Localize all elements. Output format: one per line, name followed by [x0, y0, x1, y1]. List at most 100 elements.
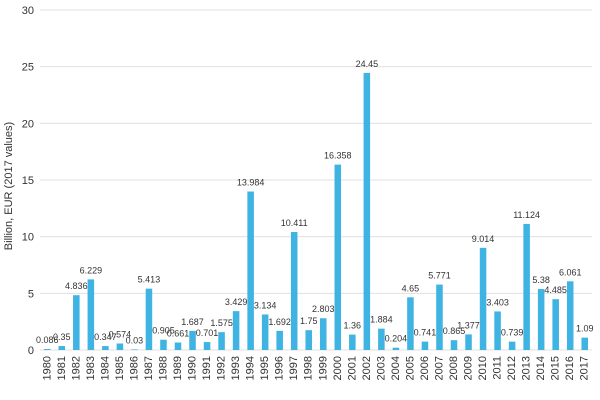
- x-tick-label-2006: 2006: [419, 356, 431, 380]
- bar-1989: [174, 342, 182, 350]
- bar-1986: [131, 349, 138, 350]
- x-tick-label-1994: 1994: [245, 356, 257, 380]
- data-label-2001: 1.36: [344, 321, 362, 331]
- data-label-1988: 0.905: [152, 326, 175, 336]
- x-tick-label-2015: 2015: [550, 356, 562, 380]
- x-tick-label-2000: 2000: [332, 356, 344, 380]
- data-label-2017: 1.09: [576, 324, 594, 334]
- data-label-2007: 5.771: [428, 271, 451, 281]
- bar-2004: [392, 347, 400, 350]
- bar-1997: [290, 232, 298, 350]
- bar-1982: [73, 295, 80, 350]
- data-label-1990: 1.687: [181, 317, 204, 327]
- data-label-1996: 1.692: [268, 317, 291, 327]
- x-tick-label-2005: 2005: [404, 356, 416, 380]
- y-axis-title: Billion, EUR (2017 values): [3, 122, 15, 250]
- bar-2012: [508, 341, 516, 350]
- bar-1987: [145, 288, 153, 350]
- bar-1980: [43, 349, 51, 350]
- y-tick-label: 30: [22, 5, 34, 17]
- x-tick-label-2001: 2001: [346, 356, 358, 380]
- data-label-1997: 10.411: [281, 218, 308, 228]
- x-tick-label-1987: 1987: [143, 356, 155, 380]
- x-tick-label-1982: 1982: [70, 356, 82, 380]
- data-label-1981: 0.35: [53, 332, 71, 342]
- x-tick-label-1992: 1992: [216, 356, 228, 380]
- data-label-2009: 1.377: [457, 320, 480, 330]
- y-tick-label: 20: [22, 118, 34, 130]
- data-label-2004: 0.204: [385, 334, 408, 344]
- data-label-1983: 6.229: [80, 265, 103, 275]
- data-label-2008: 0.865: [443, 326, 466, 336]
- x-tick-label-2007: 2007: [433, 356, 445, 380]
- gridlines: [40, 9, 592, 351]
- bar-2015: [552, 299, 559, 350]
- x-tick-label-2013: 2013: [521, 356, 533, 380]
- bar-1990: [189, 330, 196, 350]
- bar-2007: [436, 284, 443, 350]
- data-label-1993: 3.429: [225, 297, 248, 307]
- x-tick-label-1986: 1986: [128, 356, 140, 380]
- bar-1992: [218, 332, 225, 350]
- bar-1985: [116, 343, 124, 350]
- x-tick-label-2004: 2004: [390, 356, 402, 380]
- x-tick-label-1995: 1995: [259, 356, 271, 380]
- bar-1996: [276, 330, 283, 350]
- x-tick-label-2012: 2012: [506, 356, 518, 380]
- x-tick-label-1999: 1999: [317, 356, 329, 380]
- data-label-1999: 2.803: [312, 304, 335, 314]
- bar-2005: [407, 297, 414, 350]
- bar-2002: [363, 72, 371, 351]
- bars: [43, 72, 589, 351]
- x-tick-label-1981: 1981: [56, 356, 68, 380]
- x-tick-label-1988: 1988: [157, 356, 169, 380]
- bar-2000: [334, 164, 342, 350]
- bar-1981: [58, 346, 66, 350]
- bar-2016: [566, 281, 574, 350]
- x-tick-label-2003: 2003: [375, 356, 387, 380]
- data-label-2013: 11.124: [513, 210, 540, 220]
- x-tick-label-1984: 1984: [99, 356, 111, 380]
- data-label-2005: 4.65: [402, 283, 420, 293]
- x-tick-label-1996: 1996: [274, 356, 286, 380]
- x-tick-label-1990: 1990: [187, 356, 199, 380]
- x-tick-label-2009: 2009: [463, 356, 475, 380]
- y-tick-label: 15: [22, 175, 34, 187]
- x-tick-label-1980: 1980: [41, 356, 53, 380]
- bar-2003: [378, 328, 385, 350]
- data-label-2002: 24.45: [356, 59, 379, 69]
- data-label-2003: 1.884: [370, 315, 393, 325]
- x-tick-label-2014: 2014: [535, 356, 547, 380]
- bar-1993: [232, 311, 240, 350]
- data-label-1986: 0.03: [126, 336, 144, 346]
- x-axis-ticks: 1980 1981 1982 1983 1984 1985 1986 1987 1988 1989…: [41, 356, 590, 380]
- data-label-1987: 5.413: [138, 275, 161, 285]
- data-label-1984: 0.347: [94, 332, 117, 342]
- data-label-1992: 1.575: [210, 318, 233, 328]
- data-label-2010: 9.014: [472, 234, 495, 244]
- bar-1999: [319, 318, 327, 350]
- bar-1994: [247, 191, 254, 350]
- bar-1988: [160, 339, 167, 350]
- x-tick-label-1997: 1997: [288, 356, 300, 380]
- data-label-1995: 3.134: [254, 300, 277, 310]
- bar-2017: [581, 337, 589, 350]
- bar-1983: [87, 279, 95, 350]
- x-tick-label-2008: 2008: [448, 356, 460, 380]
- data-label-2006: 0.741: [414, 328, 437, 338]
- data-label-2015: 4.485: [544, 285, 567, 295]
- x-tick-label-1991: 1991: [201, 356, 213, 380]
- y-tick-label: 5: [28, 288, 34, 300]
- data-label-1994: 13.984: [237, 178, 265, 188]
- bar-2011: [494, 311, 501, 350]
- bar-1984: [102, 346, 109, 350]
- x-tick-label-2010: 2010: [477, 356, 489, 380]
- bar-2001: [349, 334, 356, 350]
- bar-2013: [523, 223, 530, 350]
- data-label-1982: 4.836: [65, 281, 88, 291]
- y-axis-ticks: 0 5 10 15 20 25 30: [22, 5, 34, 357]
- bar-2008: [450, 340, 458, 350]
- data-label-1989: 0.661: [167, 329, 190, 339]
- x-tick-label-2016: 2016: [564, 356, 576, 380]
